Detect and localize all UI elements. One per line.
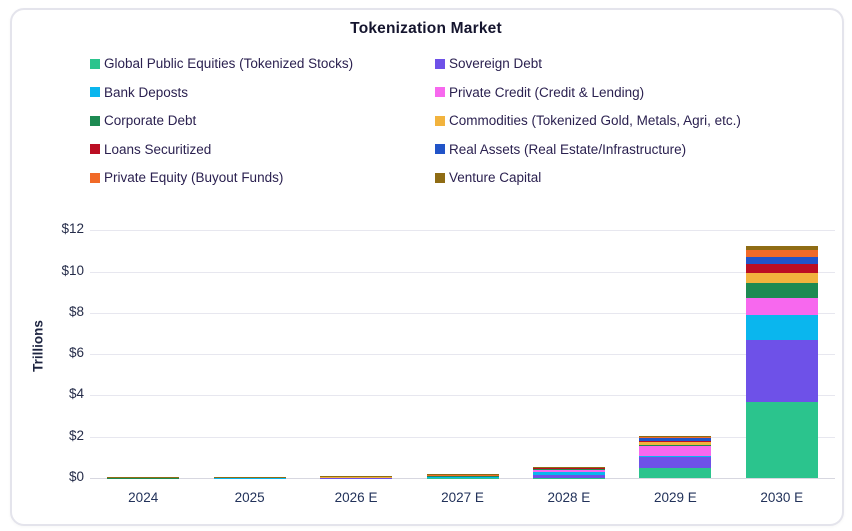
legend-item-venture-capital: Venture Capital <box>435 170 741 185</box>
bar-segment-sovereign-debt-2029-e <box>639 456 712 468</box>
legend-swatch-icon <box>90 172 100 183</box>
y-tick-label: $8 <box>68 303 84 319</box>
bar-segment-sovereign-debt-2027-e <box>426 477 499 478</box>
x-tick-label-2024: 2024 <box>128 490 159 505</box>
bar-segment-real-assets-real-estate-infrastructure-2029-e <box>639 437 712 442</box>
gridline-6 <box>90 354 835 356</box>
legend-swatch-icon <box>90 87 100 97</box>
bar-segment-private-credit-credit-lending-2027-e <box>426 475 499 477</box>
bar-segment-commodities-tokenized-gold-metals-agri-etc-2029-e <box>639 442 712 446</box>
x-tick-label-2029-e: 2029 E <box>653 490 697 505</box>
bar-segment-commodities-tokenized-gold-metals-agri-etc-2030-e <box>745 272 818 283</box>
legend-swatch-icon <box>435 144 445 154</box>
legend-label: Global Public Equities (Tokenized Stocks… <box>104 56 354 71</box>
legend-label: Loans Securitized <box>104 141 212 157</box>
legend-swatch-icon <box>435 58 445 69</box>
legend-item-real-assets-real-estate-infrastructure: Real Assets (Real Estate/Infrastructure) <box>435 142 741 157</box>
legend-swatch-icon <box>90 115 100 126</box>
legend-item-private-equity-buyout-funds: Private Equity (Buyout Funds) <box>90 170 435 185</box>
bar-segment-bank-deposts-2030-e <box>745 314 818 340</box>
legend-label: Real Assets (Real Estate/Infrastructure) <box>449 141 687 157</box>
bar-segment-bank-deposts-2028-e <box>532 472 605 475</box>
legend-item-global-public-equities-tokenized-stocks: Global Public Equities (Tokenized Stocks… <box>90 56 435 71</box>
bar-segment-corporate-debt-2029-e <box>639 445 712 447</box>
bar-segment-venture-capital-2029-e <box>639 435 712 437</box>
legend-swatch-icon <box>435 172 445 183</box>
legend-item-loans-securitized: Loans Securitized <box>90 142 435 157</box>
gridline-12 <box>90 230 835 232</box>
bar-segment-sovereign-debt-2028-e <box>532 474 605 478</box>
legend-item-bank-deposts: Bank Deposts <box>90 85 435 100</box>
x-tick-label-2028-e: 2028 E <box>547 490 591 505</box>
bar-segment-sovereign-debt-2030-e <box>745 339 818 402</box>
bar-segment-private-credit-credit-lending-2030-e <box>745 298 818 315</box>
bar-segment-global-public-equities-tokenized-stocks-2030-e <box>745 401 818 478</box>
bar-segment-commodities-tokenized-gold-metals-agri-etc-2028-e <box>532 468 605 469</box>
gridline-10 <box>90 271 835 273</box>
bar-segment-loans-securitized-2029-e <box>639 441 712 443</box>
bar-segment-bank-deposts-2029-e <box>639 455 712 457</box>
legend-swatch-icon <box>90 144 100 154</box>
legend-label: Commodities (Tokenized Gold, Metals, Agr… <box>449 113 741 128</box>
legend-item-private-credit-credit-lending: Private Credit (Credit & Lending) <box>435 85 741 100</box>
bar-segment-venture-capital-2030-e <box>745 245 818 250</box>
bar-segment-global-public-equities-tokenized-stocks-2029-e <box>639 467 712 478</box>
legend-label: Private Credit (Credit & Lending) <box>449 84 645 100</box>
bar-segment-corporate-debt-2030-e <box>745 282 818 299</box>
legend-label: Bank Deposts <box>104 84 189 100</box>
legend-item-corporate-debt: Corporate Debt <box>90 113 435 128</box>
y-tick-label: $6 <box>68 345 84 361</box>
x-tick-label-2026-e: 2026 E <box>334 490 378 505</box>
legend: Global Public Equities (Tokenized Stocks… <box>90 56 741 185</box>
legend-swatch-icon <box>435 87 445 97</box>
legend-label: Venture Capital <box>449 170 542 185</box>
gridline-8 <box>90 312 835 314</box>
bar-segment-private-equity-buyout-funds-2029-e <box>639 436 712 438</box>
gridline-0 <box>90 478 835 479</box>
gridline-4 <box>90 395 835 397</box>
legend-label: Corporate Debt <box>104 113 197 128</box>
bar-segment-private-equity-buyout-funds-2030-e <box>745 249 818 258</box>
bar-segment-private-credit-credit-lending-2029-e <box>639 446 712 456</box>
x-tick-label-2027-e: 2027 E <box>441 490 484 505</box>
y-tick-label: $2 <box>68 427 84 443</box>
x-tick-label-2030-e: 2030 E <box>760 490 804 505</box>
bar-segment-private-credit-credit-lending-2028-e <box>532 469 605 473</box>
gridline-2 <box>90 436 835 438</box>
legend-item-sovereign-debt: Sovereign Debt <box>435 56 741 71</box>
x-tick-label-2025: 2025 <box>234 490 265 505</box>
legend-label: Private Equity (Buyout Funds) <box>104 170 284 185</box>
y-tick-label: $10 <box>61 262 84 278</box>
legend-item-commodities-tokenized-gold-metals-agri-etc: Commodities (Tokenized Gold, Metals, Agr… <box>435 113 741 128</box>
legend-swatch-icon <box>90 58 100 69</box>
bar-segment-real-assets-real-estate-infrastructure-2030-e <box>745 257 818 265</box>
legend-label: Sovereign Debt <box>449 56 543 71</box>
legend-swatch-icon <box>435 115 445 126</box>
chart-title: Tokenization Market <box>350 20 502 37</box>
y-tick-label: $0 <box>68 469 84 484</box>
bar-segment-loans-securitized-2030-e <box>745 264 818 273</box>
y-tick-label: $4 <box>68 386 84 402</box>
y-tick-label: $12 <box>61 221 84 237</box>
